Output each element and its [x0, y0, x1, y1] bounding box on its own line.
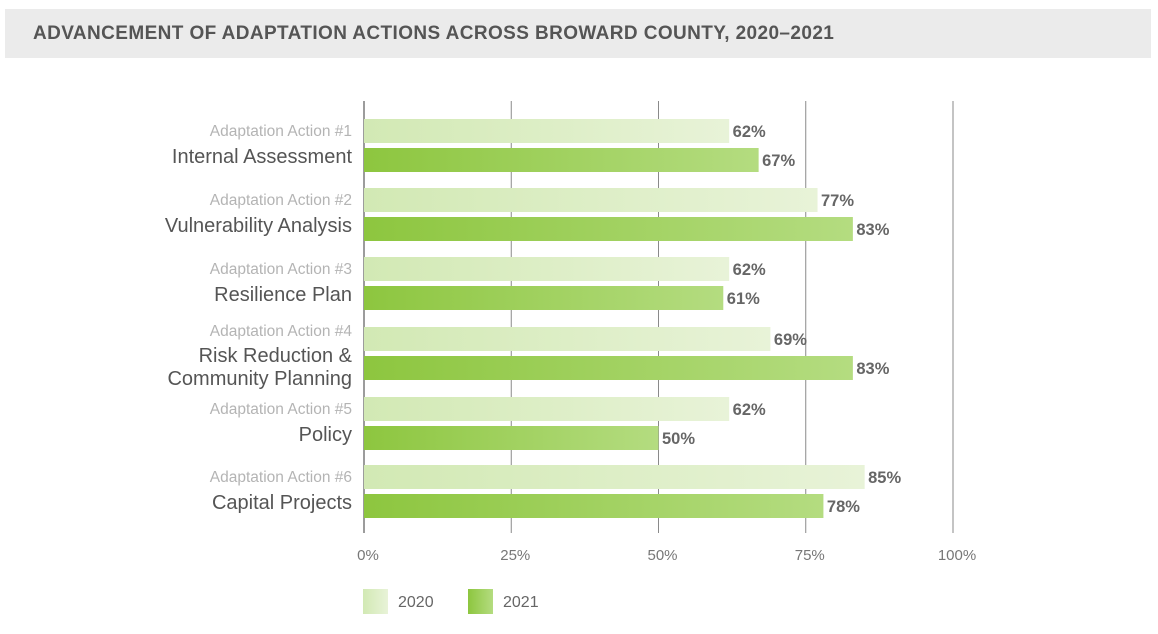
category-label: Vulnerability Analysis [165, 215, 352, 237]
bar-2021 [364, 286, 724, 310]
bar-2020 [364, 465, 865, 489]
tick-label: 0% [357, 547, 379, 564]
bar-2020 [364, 397, 730, 421]
bar-2021 [364, 426, 659, 450]
category-label: Risk Reduction & [199, 345, 353, 367]
category-label: Community Planning [167, 368, 352, 390]
bar-2020 [364, 257, 730, 281]
tick-label: 75% [795, 547, 825, 564]
value-label: 85% [868, 469, 901, 487]
legend: 2020 2021 [363, 589, 539, 614]
legend-label: 2021 [503, 594, 539, 611]
value-label: 78% [827, 498, 860, 516]
value-label: 62% [733, 261, 766, 279]
legend-swatch-2021 [468, 589, 493, 614]
category-label: Internal Assessment [172, 146, 353, 168]
category-label: Capital Projects [212, 492, 352, 514]
category-sublabel: Adaptation Action #1 [210, 123, 352, 140]
gridlines [363, 101, 954, 533]
category-sublabel: Adaptation Action #2 [210, 192, 352, 209]
value-label: 69% [774, 331, 807, 349]
value-label: 83% [856, 360, 889, 378]
legend-swatch-2020 [363, 589, 388, 614]
bar-2020 [364, 327, 771, 351]
value-label: 61% [727, 290, 760, 308]
value-label: 50% [662, 430, 695, 448]
value-label: 62% [733, 401, 766, 419]
tick-label: 25% [500, 547, 530, 564]
category-sublabel: Adaptation Action #6 [210, 469, 352, 486]
value-labels: 62%67%77%83%62%61%69%83%62%50%85%78% [662, 123, 902, 516]
value-label: 67% [762, 152, 795, 170]
bar-2021 [364, 356, 853, 380]
bar-2020 [364, 119, 730, 143]
category-labels: Adaptation Action #1 Internal Assessment A… [165, 123, 353, 514]
bar-2021 [364, 148, 759, 172]
tick-label: 100% [938, 547, 976, 564]
bar-2021 [364, 217, 853, 241]
value-label: 62% [733, 123, 766, 141]
legend-label: 2020 [398, 594, 434, 611]
category-sublabel: Adaptation Action #5 [210, 401, 352, 418]
chart-title: ADVANCEMENT OF ADAPTATION ACTIONS ACROSS… [33, 23, 835, 44]
bars [364, 119, 865, 518]
value-label: 77% [821, 192, 854, 210]
bar-2020 [364, 188, 818, 212]
title-band: ADVANCEMENT OF ADAPTATION ACTIONS ACROSS… [5, 9, 1151, 58]
bar-2021 [364, 494, 824, 518]
tick-label: 50% [647, 547, 677, 564]
x-axis-ticks: 0% 25% 50% 75% 100% [357, 547, 976, 564]
category-sublabel: Adaptation Action #4 [210, 323, 353, 340]
value-label: 83% [856, 221, 889, 239]
category-label: Policy [299, 424, 352, 446]
category-label: Resilience Plan [214, 284, 352, 306]
category-sublabel: Adaptation Action #3 [210, 261, 352, 278]
